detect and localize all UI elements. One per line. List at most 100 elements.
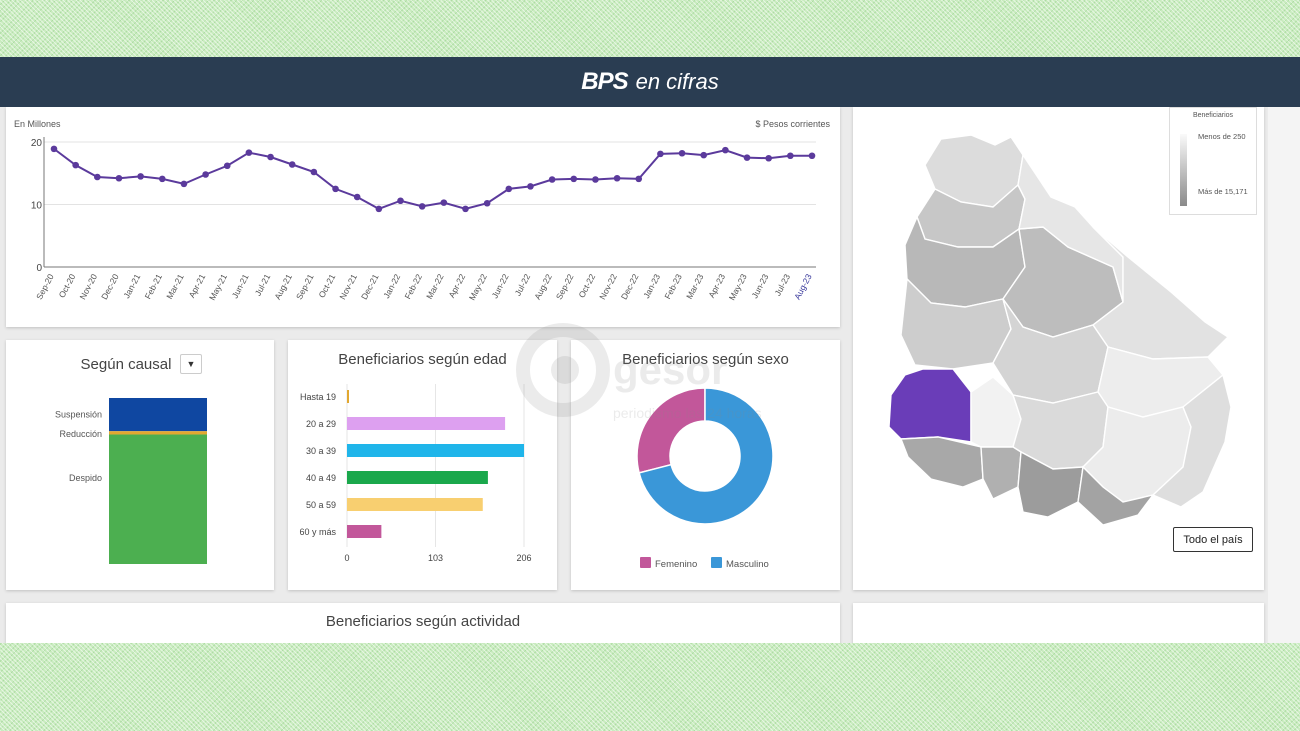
x-tick-label: Jun-23 — [749, 272, 770, 300]
x-tick-label: Jun-21 — [230, 272, 251, 300]
x-tick-label: Dec-21 — [359, 272, 381, 301]
todo-el-pais-button[interactable]: Todo el país — [1173, 527, 1253, 552]
x-tick-label: Nov-21 — [337, 272, 359, 301]
map-dept-rio-negro[interactable] — [888, 368, 972, 443]
x-tick-label: Nov-20 — [77, 272, 99, 301]
data-point — [613, 174, 621, 182]
data-point — [548, 176, 556, 183]
legend-swatch — [640, 557, 651, 568]
data-point — [245, 149, 253, 156]
x-tick-label: Mar-22 — [424, 272, 446, 301]
age-bar — [347, 498, 483, 511]
donut-slice — [638, 387, 774, 525]
stacked-segment — [109, 398, 207, 432]
map-dept-maldonado[interactable] — [1077, 465, 1155, 526]
map-legend-gradient — [1180, 134, 1187, 206]
y-tick-label: 0 — [36, 263, 42, 274]
map-dept-san-jose[interactable] — [980, 446, 1022, 500]
x-tick-label: Feb-22 — [402, 272, 424, 301]
data-point — [808, 152, 816, 160]
x-tick-label: Apr-21 — [187, 272, 208, 299]
x-tick-label: 103 — [428, 553, 443, 563]
map-dept-cerro-largo-north[interactable] — [1017, 153, 1124, 303]
bps-logo: BPS — [581, 68, 628, 95]
x-tick-label: Oct-21 — [317, 272, 338, 299]
x-tick-label: Mar-21 — [164, 272, 186, 301]
activity-title: Beneficiarios según actividad — [325, 613, 521, 630]
top-header: BPS en cifras — [0, 57, 1300, 107]
data-point — [678, 149, 686, 157]
age-chart: 0 103 206 Hasta 19 20 a 29 30 a 39 40 a 49 50 a… — [299, 384, 532, 563]
activity-card: Beneficiarios según actividad — [6, 603, 840, 643]
data-point — [137, 173, 144, 180]
map-legend-title: Beneficiarios — [1192, 112, 1234, 119]
data-point — [527, 183, 534, 190]
x-tick-label: Jul-23 — [772, 272, 792, 297]
x-tick-label: Sep-20 — [34, 272, 56, 301]
sex-title: Beneficiarios según sexo — [622, 351, 789, 368]
data-point — [223, 162, 231, 170]
age-bar — [347, 525, 382, 538]
causal-chart: Suspensión Reducción Despido — [55, 398, 207, 564]
data-point — [743, 154, 751, 161]
x-tick-label: Aug-23 — [792, 272, 814, 301]
data-point — [310, 168, 318, 176]
data-point — [657, 150, 664, 158]
data-point — [418, 203, 426, 210]
y-tick-label: 20 — [31, 138, 43, 149]
map-dept-rocha[interactable] — [1151, 373, 1232, 508]
x-tick-label: Jun-22 — [490, 272, 511, 300]
x-tick-label: Jul-21 — [253, 272, 273, 297]
age-card: Beneficiarios según edad 0 103 206 Hasta 19… — [288, 340, 557, 590]
x-tick-label: May-23 — [727, 272, 749, 302]
map-legend-top: Menos de 250 — [1198, 132, 1246, 141]
uruguay-map — [888, 134, 1232, 526]
bottom-right-card — [853, 603, 1264, 643]
age-category-label: 20 a 29 — [306, 419, 336, 429]
data-point — [635, 175, 643, 183]
x-tick-label: 206 — [516, 553, 531, 563]
data-point — [787, 152, 794, 160]
scroll-area — [1268, 107, 1300, 643]
header-title: en cifras — [635, 69, 719, 94]
x-tick-label: Aug-21 — [272, 272, 294, 301]
age-category-label: 50 a 59 — [306, 500, 336, 510]
units-left-label: En Millones — [14, 119, 61, 129]
causal-dropdown-button[interactable]: ▼ — [180, 354, 202, 374]
data-point — [72, 161, 79, 169]
age-category-label: 30 a 39 — [306, 446, 336, 456]
x-tick-label: Jul-22 — [513, 272, 533, 297]
data-point — [700, 151, 708, 159]
x-tick-label: Sep-22 — [554, 272, 576, 301]
data-point — [115, 174, 123, 182]
data-point — [570, 175, 578, 183]
legend-label: Masculino — [726, 559, 769, 570]
legend-label: Femenino — [655, 559, 697, 570]
x-tick-label: Sep-21 — [294, 272, 316, 301]
x-tick-label: Oct-20 — [57, 272, 78, 299]
x-tick-label: Jan-23 — [641, 272, 662, 300]
data-point — [288, 161, 296, 168]
dashboard: En Millones $ Pesos corrientes 0 10 20 Sep-… — [0, 107, 1300, 643]
x-tick-label: Mar-23 — [684, 272, 706, 301]
map-card: Beneficiarios Menos de 250 Más de 15,171 — [853, 107, 1264, 590]
x-tick-label: Feb-23 — [662, 272, 684, 301]
x-tick-label: Oct-22 — [576, 272, 597, 299]
data-point — [94, 173, 101, 181]
map-dept-canelones[interactable] — [1017, 450, 1084, 518]
data-point — [505, 185, 513, 193]
x-tick-label: Nov-22 — [597, 272, 619, 301]
x-tick-label: Dec-20 — [99, 272, 121, 301]
data-point — [180, 180, 188, 188]
x-tick-label: Dec-22 — [619, 272, 641, 301]
map-dept-colonia[interactable] — [899, 436, 984, 488]
data-point — [267, 153, 274, 161]
stacked-segment — [109, 434, 207, 564]
x-tick-label: 0 — [344, 553, 349, 563]
brand: BPS en cifras — [581, 68, 719, 96]
data-point — [397, 197, 404, 205]
causal-title: Según causal — [80, 356, 172, 373]
age-bar — [347, 417, 506, 430]
segment-label: Reducción — [59, 429, 102, 439]
data-point — [353, 193, 361, 201]
